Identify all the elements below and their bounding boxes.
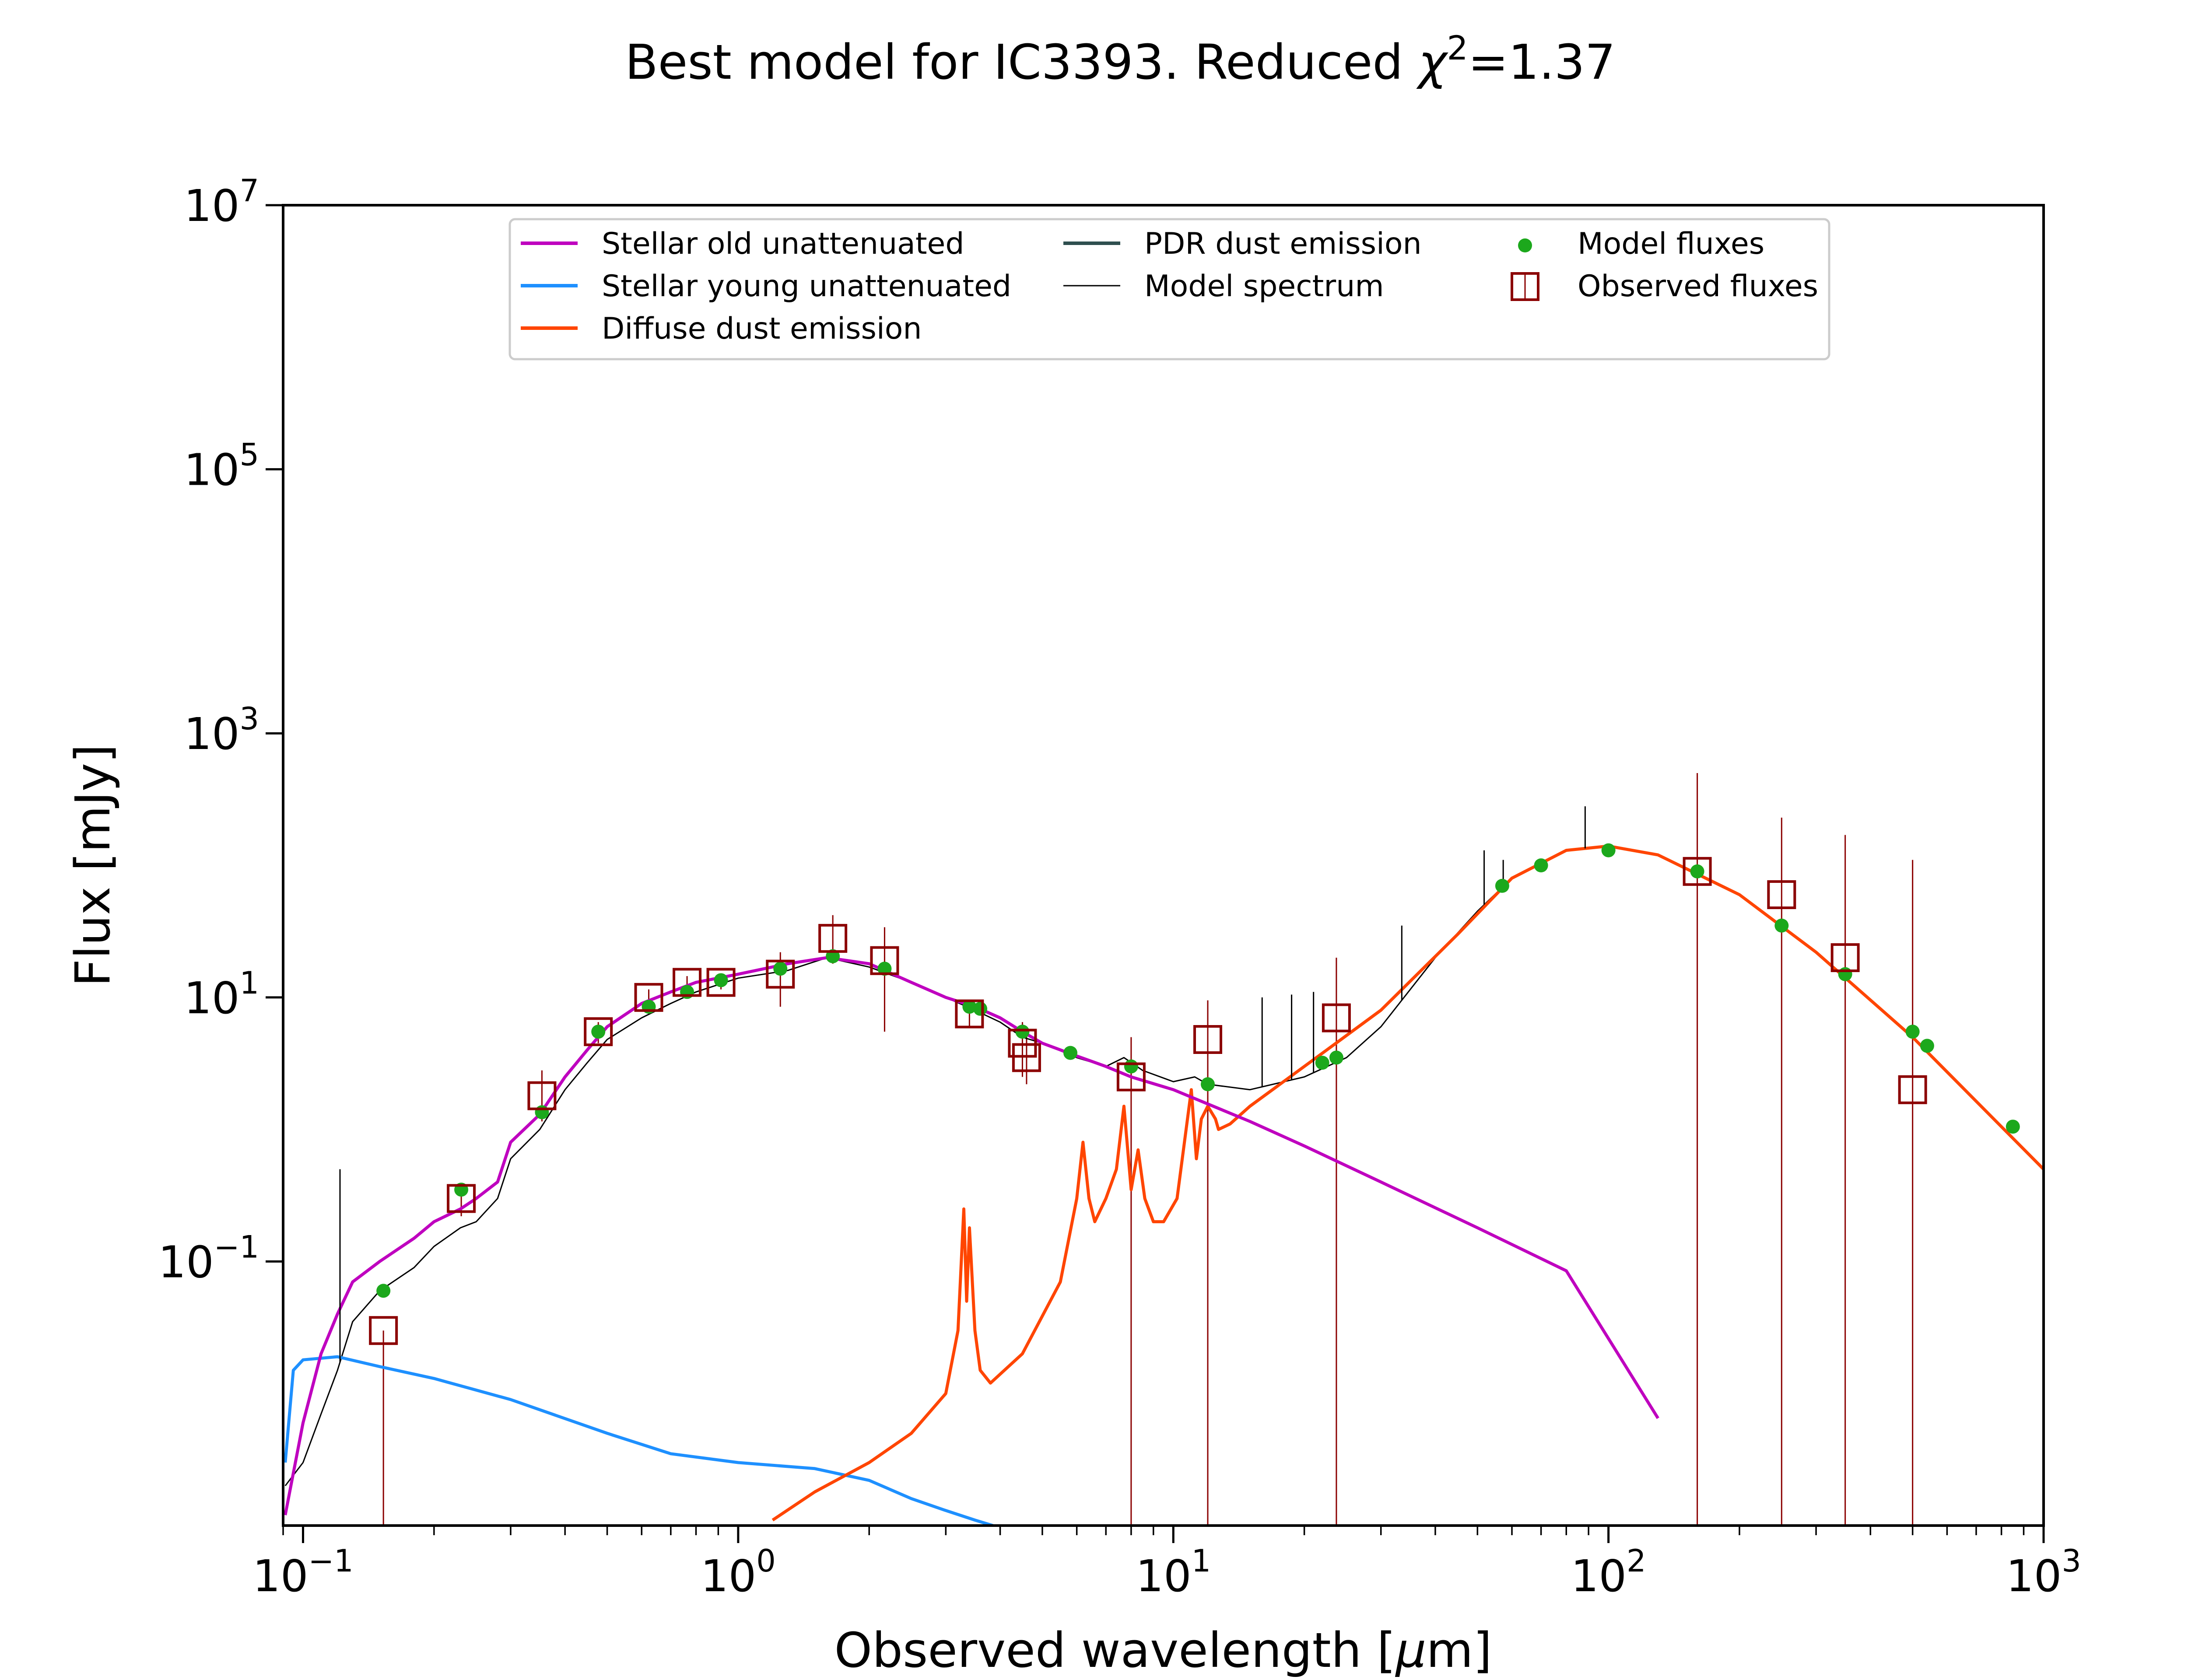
model-spectrum-line [284,845,2044,1487]
stellar-young-line [284,1355,994,1526]
observed-flux-point [1322,1003,1351,1032]
legend-label: Model spectrum [1144,269,1384,304]
plot-frame [282,204,2045,1527]
errorbar-layer [382,773,1914,1526]
y-tick-label: 103 [184,701,259,760]
legend-label: Observed fluxes [1578,269,1818,304]
observed-flux-point [1767,880,1796,909]
observed-flux-point [1898,1075,1927,1104]
stellar-old-line [284,956,1659,1516]
observed-flux-point [1193,1025,1222,1054]
diffuse-dust-line [771,844,2044,1522]
model-flux-point [877,962,892,976]
model-flux-point [1315,1056,1329,1070]
x-tick-label: 103 [2006,1543,2081,1602]
model-flux-point [376,1284,391,1298]
x-tick-label: 100 [701,1543,776,1602]
model-flux-point [1920,1039,1934,1053]
observed-flux-points [369,857,1927,1345]
model-flux-point [973,1001,988,1016]
observed-flux-point [369,1316,398,1345]
model-flux-point [591,1025,606,1039]
y-axis-ticks: 10−1 101 103 105 107 [158,173,283,1288]
observed-flux-point [1830,943,1860,972]
legend-label: PDR dust emission [1144,227,1422,261]
legend-label: Stellar young unattenuated [602,269,1011,304]
y-tick-label: 107 [184,173,259,231]
model-flux-point [714,973,728,987]
legend-label: Stellar old unattenuated [602,227,964,261]
legend-label: Model fluxes [1578,227,1764,261]
title-chi: χ [1416,34,1448,90]
x-tick-label: 102 [1571,1543,1646,1602]
model-flux-point [1838,967,1852,981]
spectrum-spikes-layer [339,806,1586,1362]
model-flux-point [1774,918,1789,933]
model-flux-point [1124,1059,1138,1074]
observed-flux-point [706,968,736,997]
model-flux-point [1495,878,1509,893]
observed-flux-point [766,959,795,989]
legend: Stellar old unattenuated Stellar young un… [508,218,1830,360]
observed-flux-point [1683,857,1712,886]
model-flux-point [1063,1046,1078,1060]
y-tick-label: 101 [184,965,259,1024]
legend-label: Diffuse dust emission [602,312,922,346]
model-flux-point [680,985,694,999]
legend-box [508,218,1830,360]
y-tick-label: 10−1 [158,1229,259,1288]
model-flux-points [376,843,2020,1298]
observed-flux-point [527,1081,557,1110]
model-flux-point [1690,864,1704,878]
x-tick-label: 101 [1136,1543,1211,1602]
observed-flux-point [584,1017,613,1046]
observed-flux-point [955,999,984,1029]
series-layer [284,844,2044,1526]
legend-swatch-dot [1518,238,1532,252]
model-flux-point [773,962,788,976]
observed-flux-point [870,946,899,975]
model-flux-point [1329,1050,1343,1065]
model-flux-point [1015,1025,1030,1039]
model-flux-point [962,1000,977,1014]
observed-flux-point [634,983,663,1012]
model-flux-point [1601,843,1616,858]
observed-flux-point [1012,1043,1041,1072]
title-text: Best model for IC3393. Reduced [625,34,1418,90]
y-axis-label: Flux [mJy] [65,744,121,987]
x-axis-ticks: 10−1 100 101 102 103 [252,1526,2081,1602]
observed-flux-point [818,924,848,953]
model-flux-point [1534,858,1548,872]
title-superscript: 2 [1447,28,1468,67]
model-flux-point [1200,1077,1215,1092]
model-flux-point [2006,1120,2020,1134]
model-flux-point [1905,1025,1920,1039]
observed-flux-point [1116,1062,1146,1092]
x-tick-label: 10−1 [252,1543,353,1602]
x-axis-label: Observed wavelength [μm] [835,1622,1492,1678]
title-value: =1.37 [1468,34,1616,90]
observed-flux-point [673,968,702,997]
model-flux-point [535,1105,549,1120]
observed-flux-point [447,1184,476,1213]
y-tick-label: 105 [184,437,259,496]
chart-title: Best model for IC3393. Reduced χ2=1.37 [625,28,1616,90]
